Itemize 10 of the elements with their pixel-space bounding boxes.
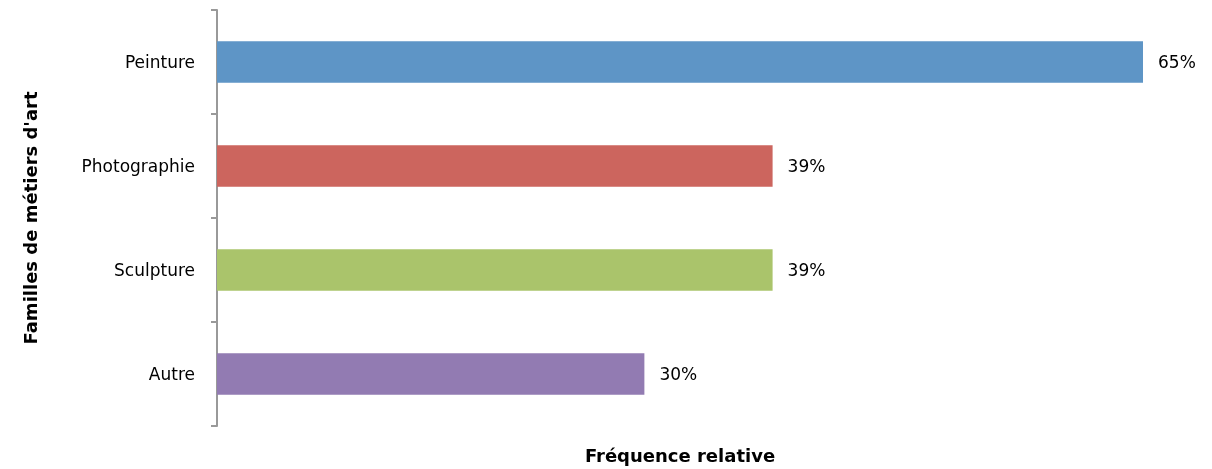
data-label: 65% xyxy=(1158,52,1196,72)
data-label: 39% xyxy=(787,156,826,176)
y-tick-label: Photographie xyxy=(81,156,195,176)
data-label: 39% xyxy=(787,260,826,280)
y-tick-label: Autre xyxy=(148,364,195,384)
x-axis-title: Fréquence relative xyxy=(584,444,776,466)
data-label: 30% xyxy=(659,364,698,384)
y-axis-title: Familles de métiers d'art xyxy=(19,91,41,345)
y-tick-label: Sculpture xyxy=(114,260,195,280)
y-tick-label: Peinture xyxy=(124,52,195,72)
